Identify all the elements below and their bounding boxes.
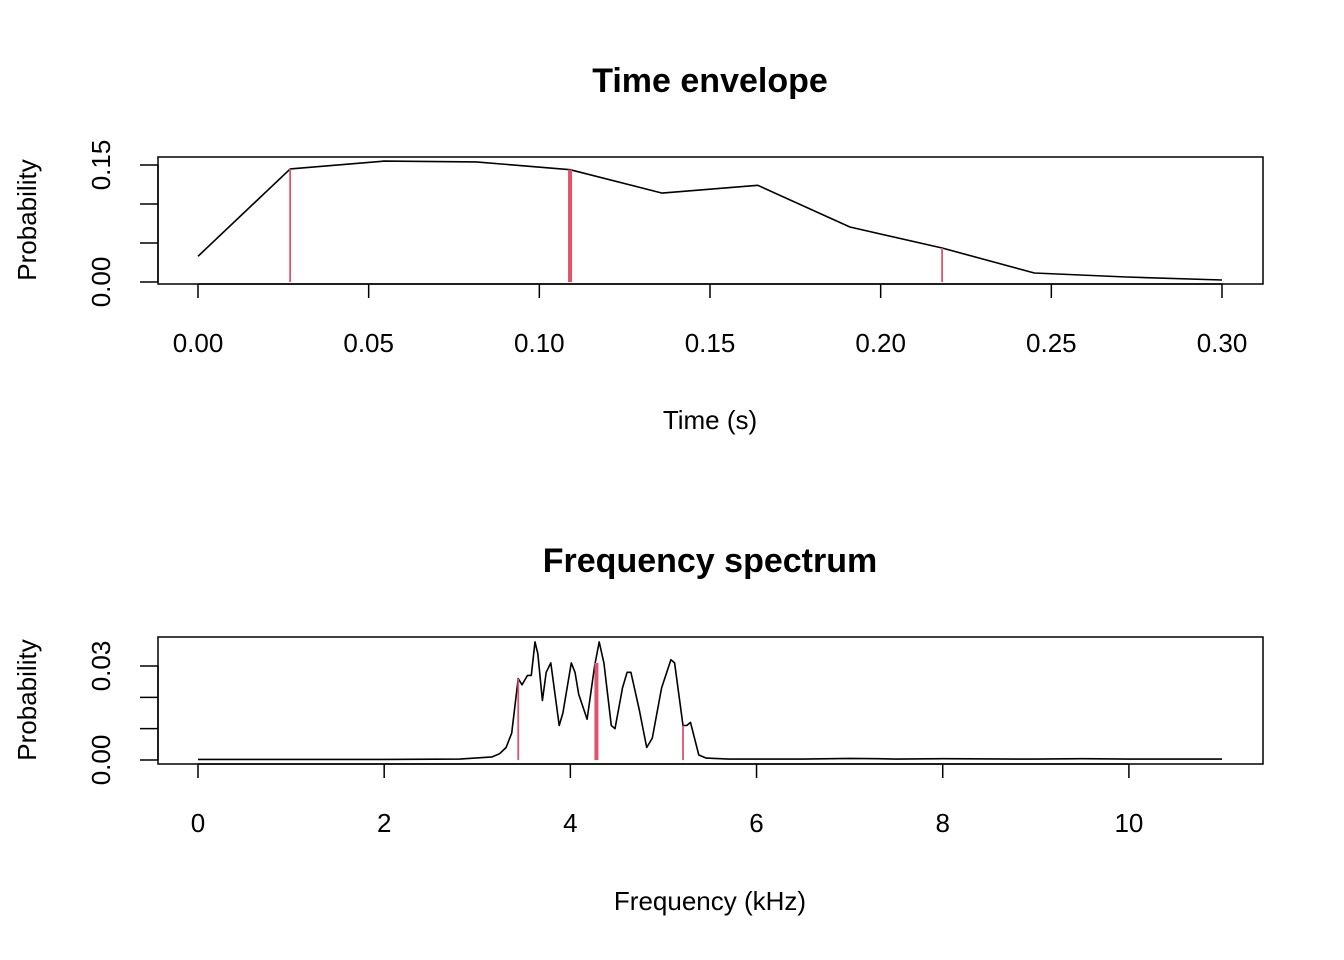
- plot-frame: [157, 636, 1264, 765]
- x-tick-label: 2: [377, 808, 391, 838]
- chart-title: Frequency spectrum: [543, 542, 877, 580]
- chart-title: Time envelope: [592, 62, 828, 100]
- y-axis-label: Probability: [12, 159, 42, 280]
- y-axis-label: Probability: [12, 639, 42, 760]
- x-tick-label: 4: [563, 808, 577, 838]
- time-envelope-panel: Time envelope Time (s) Probability 0.00 0…: [12, 62, 1264, 435]
- x-tick-label: 6: [749, 808, 763, 838]
- x-axis-label: Frequency (kHz): [614, 886, 806, 916]
- x-tick-label: 0.25: [1026, 328, 1077, 358]
- x-tick-label: 0: [191, 808, 205, 838]
- x-tick-label: 0.20: [855, 328, 906, 358]
- y-tick-label: 0.15: [86, 140, 116, 191]
- x-tick-label: 8: [935, 808, 949, 838]
- series-line: [197, 160, 1223, 281]
- plot-frame: [157, 156, 1264, 285]
- y-tick-label: 0.00: [86, 735, 116, 786]
- y-tick-label: 0.03: [86, 641, 116, 692]
- x-tick-label: 0.10: [514, 328, 565, 358]
- y-tick-label: 0.00: [86, 257, 116, 308]
- x-tick-label: 0.30: [1197, 328, 1248, 358]
- frequency-spectrum-panel: Frequency spectrum Frequency (kHz) Proba…: [12, 542, 1264, 916]
- x-tick-label: 0.00: [173, 328, 224, 358]
- series-line: [198, 641, 1222, 761]
- x-tick-label: 10: [1114, 808, 1143, 838]
- x-tick-label: 0.05: [343, 328, 394, 358]
- x-axis-label: Time (s): [663, 405, 757, 435]
- x-tick-label: 0.15: [685, 328, 736, 358]
